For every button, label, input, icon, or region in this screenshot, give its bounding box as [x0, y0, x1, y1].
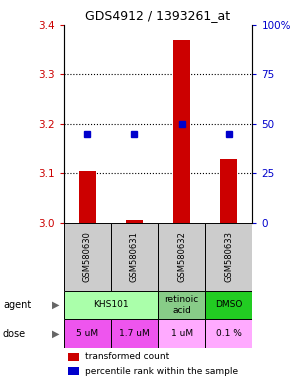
Bar — [158, 223, 205, 291]
Text: ▶: ▶ — [52, 300, 60, 310]
Bar — [64, 223, 111, 291]
Text: GSM580632: GSM580632 — [177, 231, 186, 282]
Bar — [126, 220, 143, 223]
Bar — [158, 319, 205, 348]
Text: percentile rank within the sample: percentile rank within the sample — [85, 367, 238, 376]
Bar — [64, 291, 158, 319]
Text: 5 uM: 5 uM — [76, 329, 98, 338]
Bar — [68, 367, 79, 375]
Text: 1 uM: 1 uM — [171, 329, 193, 338]
Text: 1.7 uM: 1.7 uM — [119, 329, 150, 338]
Text: GSM580631: GSM580631 — [130, 231, 139, 282]
Bar — [64, 319, 111, 348]
Bar — [173, 40, 190, 223]
Title: GDS4912 / 1393261_at: GDS4912 / 1393261_at — [86, 9, 231, 22]
Bar — [68, 353, 79, 361]
Bar — [158, 291, 205, 319]
Bar — [205, 291, 252, 319]
Bar — [79, 171, 96, 223]
Text: GSM580633: GSM580633 — [224, 231, 233, 282]
Text: DMSO: DMSO — [215, 300, 242, 310]
Text: ▶: ▶ — [52, 329, 60, 339]
Text: KHS101: KHS101 — [93, 300, 129, 310]
Bar — [205, 319, 252, 348]
Text: agent: agent — [3, 300, 31, 310]
Text: GSM580630: GSM580630 — [83, 231, 92, 282]
Text: dose: dose — [3, 329, 26, 339]
Text: retinoic
acid: retinoic acid — [164, 295, 199, 314]
Bar — [111, 223, 158, 291]
Bar — [205, 223, 252, 291]
Bar — [220, 159, 237, 223]
Text: transformed count: transformed count — [85, 353, 169, 361]
Text: 0.1 %: 0.1 % — [216, 329, 242, 338]
Bar — [111, 319, 158, 348]
